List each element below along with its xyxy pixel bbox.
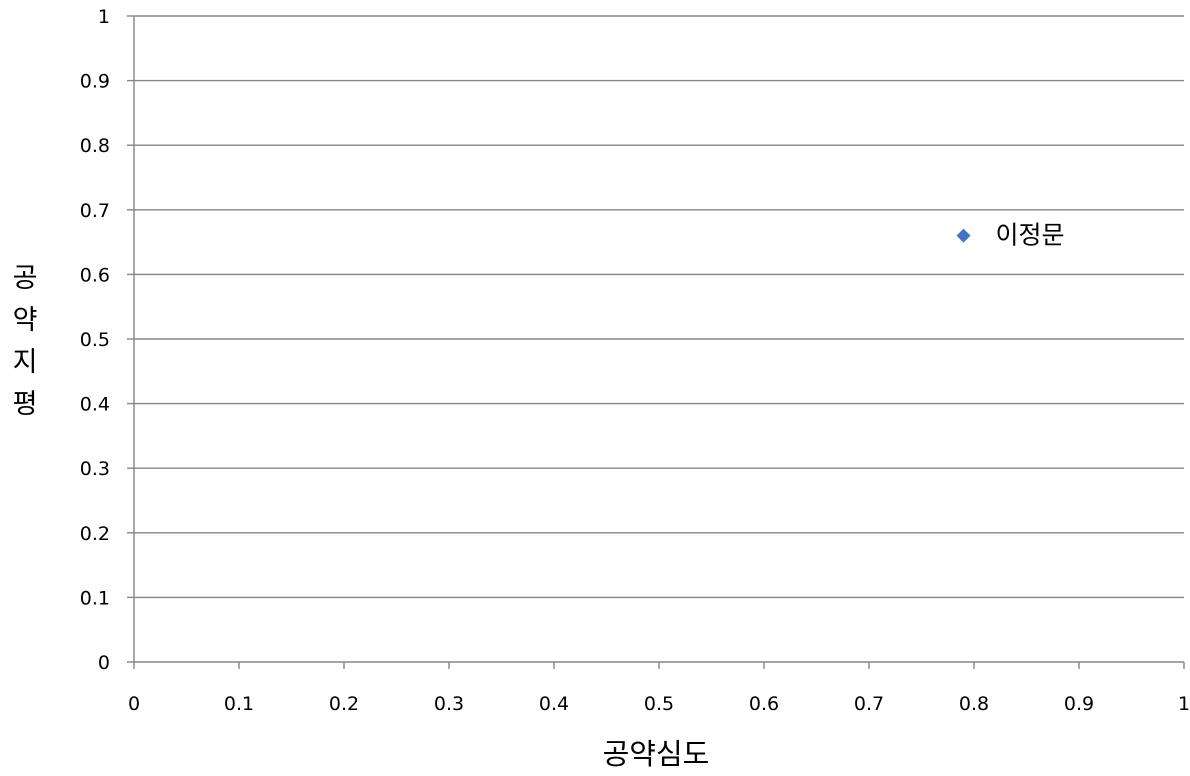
x-tick-label-5: 0.5 bbox=[644, 693, 674, 715]
data-point-marker bbox=[956, 228, 971, 243]
y-tick-label-1: 0.1 bbox=[80, 587, 110, 609]
y-tick-label-9: 0.9 bbox=[80, 71, 110, 93]
data-point-label: 이정문 bbox=[996, 221, 1065, 250]
y-axis-title-char: 공 bbox=[13, 263, 38, 294]
data-points: 이정문 bbox=[956, 221, 1065, 250]
y-axis-ticks: 0 0.1 0.2 0.3 0.4 0.5 0.6 0.7 0.8 0.9 1 bbox=[80, 6, 134, 674]
y-tick-label-2: 0.2 bbox=[80, 523, 110, 545]
y-tick-label-6: 0.6 bbox=[80, 264, 110, 286]
x-tick-label-7: 0.7 bbox=[854, 693, 884, 715]
y-tick-label-3: 0.3 bbox=[80, 458, 110, 480]
y-axis-title-char: 지 bbox=[13, 347, 38, 378]
y-axis-title-char: 평 bbox=[13, 389, 38, 420]
y-tick-label-8: 0.8 bbox=[80, 135, 110, 157]
y-axis-title-char: 약 bbox=[13, 305, 38, 336]
x-tick-label-2: 0.2 bbox=[329, 693, 359, 715]
y-tick-label-4: 0.4 bbox=[80, 394, 110, 416]
y-tick-label-10: 1 bbox=[98, 6, 110, 28]
x-axis-ticks: 0 0.1 0.2 0.3 0.4 0.5 0.6 0.7 0.8 0.9 1 bbox=[128, 662, 1190, 715]
x-tick-label-4: 0.4 bbox=[539, 693, 569, 715]
x-tick-label-6: 0.6 bbox=[749, 693, 779, 715]
y-tick-label-5: 0.5 bbox=[80, 329, 110, 351]
y-tick-label-0: 0 bbox=[98, 652, 110, 674]
x-tick-label-1: 0.1 bbox=[224, 693, 254, 715]
x-tick-label-9: 0.9 bbox=[1064, 693, 1094, 715]
x-axis-title: 공약심도 bbox=[603, 737, 710, 771]
x-tick-label-0: 0 bbox=[128, 693, 140, 715]
x-tick-label-8: 0.8 bbox=[959, 693, 989, 715]
x-tick-label-10: 1 bbox=[1178, 693, 1190, 715]
y-tick-label-7: 0.7 bbox=[80, 200, 110, 222]
gridlines bbox=[134, 15, 1184, 599]
x-tick-label-3: 0.3 bbox=[434, 693, 464, 715]
